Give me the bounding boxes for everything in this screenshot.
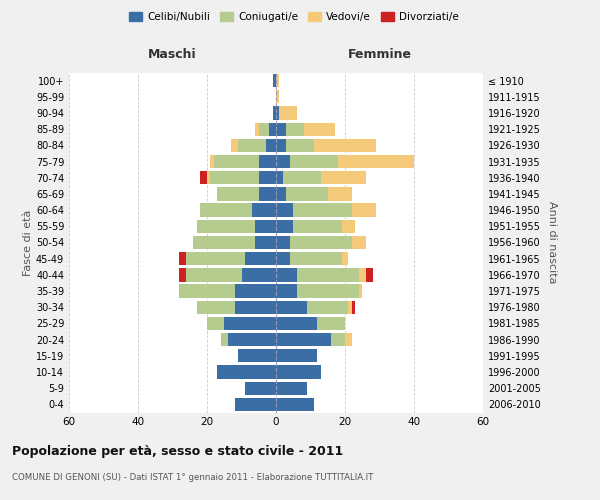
- Bar: [276, 122, 286, 136]
- Bar: [276, 382, 307, 395]
- Bar: [252, 204, 276, 217]
- Bar: [179, 284, 235, 298]
- Bar: [187, 252, 245, 266]
- Bar: [276, 268, 296, 281]
- Text: Femmine: Femmine: [347, 48, 412, 61]
- Bar: [276, 317, 317, 330]
- Bar: [296, 284, 359, 298]
- Bar: [235, 398, 276, 411]
- Bar: [366, 268, 373, 281]
- Bar: [276, 366, 321, 378]
- Y-axis label: Fasce di età: Fasce di età: [23, 210, 33, 276]
- Bar: [193, 236, 256, 249]
- Bar: [276, 398, 314, 411]
- Bar: [293, 204, 352, 217]
- Bar: [276, 349, 317, 362]
- Y-axis label: Anni di nascita: Anni di nascita: [547, 201, 557, 283]
- Bar: [286, 122, 304, 136]
- Bar: [269, 122, 276, 136]
- Bar: [276, 74, 280, 87]
- Bar: [197, 220, 256, 233]
- Bar: [238, 349, 276, 362]
- Bar: [211, 155, 214, 168]
- Bar: [276, 220, 293, 233]
- Legend: Celibi/Nubili, Coniugati/e, Vedovi/e, Divorziati/e: Celibi/Nubili, Coniugati/e, Vedovi/e, Di…: [125, 8, 463, 26]
- Bar: [256, 122, 259, 136]
- Bar: [200, 204, 252, 217]
- Bar: [359, 284, 362, 298]
- Bar: [256, 236, 276, 249]
- Bar: [307, 300, 349, 314]
- Bar: [341, 220, 355, 233]
- Bar: [276, 252, 290, 266]
- Bar: [286, 138, 314, 152]
- Bar: [259, 155, 276, 168]
- Bar: [276, 155, 290, 168]
- Bar: [214, 155, 259, 168]
- Bar: [266, 138, 276, 152]
- Bar: [245, 382, 276, 395]
- Bar: [207, 317, 224, 330]
- Bar: [321, 171, 366, 184]
- Bar: [207, 171, 211, 184]
- Bar: [352, 204, 376, 217]
- Bar: [352, 300, 355, 314]
- Bar: [314, 138, 376, 152]
- Bar: [221, 333, 228, 346]
- Bar: [290, 252, 341, 266]
- Bar: [276, 204, 293, 217]
- Bar: [245, 252, 276, 266]
- Bar: [217, 366, 276, 378]
- Bar: [200, 171, 207, 184]
- Bar: [276, 138, 286, 152]
- Bar: [296, 268, 359, 281]
- Bar: [276, 300, 307, 314]
- Bar: [345, 333, 352, 346]
- Bar: [179, 268, 187, 281]
- Bar: [256, 220, 276, 233]
- Bar: [211, 171, 259, 184]
- Bar: [224, 317, 276, 330]
- Bar: [331, 333, 345, 346]
- Text: Maschi: Maschi: [148, 48, 197, 61]
- Bar: [179, 252, 187, 266]
- Bar: [228, 333, 276, 346]
- Bar: [276, 236, 290, 249]
- Bar: [276, 106, 280, 120]
- Bar: [235, 284, 276, 298]
- Bar: [304, 122, 335, 136]
- Bar: [359, 268, 365, 281]
- Bar: [238, 138, 266, 152]
- Text: COMUNE DI GENONI (SU) - Dati ISTAT 1° gennaio 2011 - Elaborazione TUTTITALIA.IT: COMUNE DI GENONI (SU) - Dati ISTAT 1° ge…: [12, 472, 373, 482]
- Bar: [280, 106, 296, 120]
- Bar: [272, 74, 276, 87]
- Bar: [241, 268, 276, 281]
- Bar: [276, 284, 296, 298]
- Bar: [286, 188, 328, 200]
- Bar: [338, 155, 414, 168]
- Bar: [235, 300, 276, 314]
- Bar: [272, 106, 276, 120]
- Bar: [276, 171, 283, 184]
- Bar: [283, 171, 321, 184]
- Bar: [317, 317, 345, 330]
- Text: Popolazione per età, sesso e stato civile - 2011: Popolazione per età, sesso e stato civil…: [12, 445, 343, 458]
- Bar: [217, 188, 259, 200]
- Bar: [352, 236, 366, 249]
- Bar: [328, 188, 352, 200]
- Bar: [197, 300, 235, 314]
- Bar: [187, 268, 241, 281]
- Bar: [259, 122, 269, 136]
- Bar: [341, 252, 349, 266]
- Bar: [259, 188, 276, 200]
- Bar: [276, 90, 280, 104]
- Bar: [293, 220, 341, 233]
- Bar: [349, 300, 352, 314]
- Bar: [276, 188, 286, 200]
- Bar: [276, 333, 331, 346]
- Bar: [290, 236, 352, 249]
- Bar: [231, 138, 238, 152]
- Bar: [259, 171, 276, 184]
- Bar: [290, 155, 338, 168]
